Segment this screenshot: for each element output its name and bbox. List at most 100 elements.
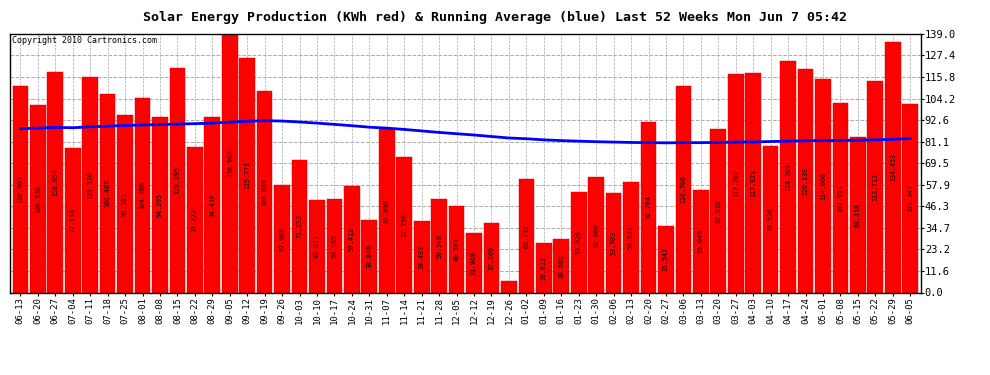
Bar	[448, 206, 464, 292]
Bar	[815, 79, 831, 292]
Text: 113.712: 113.712	[872, 172, 878, 201]
Bar	[902, 104, 918, 292]
Bar	[624, 182, 639, 292]
Bar	[571, 192, 586, 292]
Text: 46.501: 46.501	[453, 237, 459, 261]
Bar	[222, 34, 238, 292]
Text: 117.202: 117.202	[733, 170, 739, 197]
Bar	[13, 86, 29, 292]
Text: 53.703: 53.703	[611, 231, 617, 255]
Bar	[30, 105, 46, 292]
Text: 77.538: 77.538	[69, 209, 75, 232]
Text: 91.764: 91.764	[645, 195, 651, 219]
Bar	[833, 104, 848, 292]
Text: 124.205: 124.205	[785, 163, 791, 191]
Text: 59.522: 59.522	[628, 225, 634, 249]
Text: 94.205: 94.205	[157, 193, 163, 217]
Text: 134.453: 134.453	[890, 153, 896, 182]
Bar	[187, 147, 203, 292]
Text: 120.395: 120.395	[174, 166, 180, 195]
Bar	[588, 177, 604, 292]
Bar	[501, 281, 517, 292]
Bar	[48, 72, 63, 292]
Text: 114.600: 114.600	[820, 172, 826, 200]
Text: 106.407: 106.407	[105, 180, 111, 207]
Bar	[711, 129, 726, 292]
Bar	[169, 68, 185, 292]
Bar	[256, 91, 272, 292]
Bar	[780, 61, 796, 292]
Bar	[693, 190, 709, 292]
Text: 71.253: 71.253	[297, 214, 303, 238]
Bar	[728, 74, 743, 292]
Text: 72.758: 72.758	[401, 213, 407, 237]
Bar	[100, 94, 116, 292]
Text: 57.985: 57.985	[279, 226, 285, 251]
Text: 115.510: 115.510	[87, 171, 93, 199]
Bar	[274, 184, 290, 292]
Text: 118.654: 118.654	[52, 168, 58, 196]
Bar	[675, 86, 691, 292]
Text: 49.811: 49.811	[314, 234, 320, 258]
Text: 110.903: 110.903	[18, 175, 24, 203]
Bar	[152, 117, 168, 292]
Text: 38.846: 38.846	[366, 244, 372, 268]
Bar	[396, 157, 412, 292]
Text: 101.551: 101.551	[838, 184, 843, 212]
Bar	[379, 129, 395, 292]
Bar	[536, 243, 551, 292]
Bar	[641, 122, 656, 292]
Bar	[867, 81, 883, 292]
Text: 78.222: 78.222	[192, 208, 198, 232]
Text: 87.890: 87.890	[384, 199, 390, 223]
Bar	[240, 58, 255, 292]
Text: Solar Energy Production (KWh red) & Running Average (blue) Last 52 Weeks Mon Jun: Solar Energy Production (KWh red) & Runn…	[143, 11, 847, 24]
Text: 104.266: 104.266	[140, 182, 146, 210]
Bar	[519, 180, 535, 292]
Bar	[292, 160, 307, 292]
Text: 94.416: 94.416	[209, 193, 215, 217]
Bar	[606, 192, 622, 292]
Text: Copyright 2010 Cartronics.com: Copyright 2010 Cartronics.com	[12, 36, 156, 45]
Text: 78.526: 78.526	[767, 207, 773, 231]
Bar	[205, 117, 220, 292]
Text: 110.706: 110.706	[680, 176, 686, 204]
Bar	[345, 186, 359, 292]
Bar	[484, 223, 499, 292]
Text: 38.493: 38.493	[419, 244, 425, 268]
Text: 138.963: 138.963	[227, 149, 233, 177]
Text: 55.049: 55.049	[698, 229, 704, 253]
Text: 125.771: 125.771	[245, 162, 250, 189]
Text: 87.910: 87.910	[716, 199, 722, 223]
Bar	[798, 69, 814, 292]
Bar	[850, 137, 865, 292]
Bar	[745, 73, 761, 292]
Text: 50.340: 50.340	[437, 234, 443, 258]
Bar	[553, 239, 569, 292]
Text: 60.732: 60.732	[524, 224, 530, 248]
Bar	[309, 200, 325, 292]
Text: 37.269: 37.269	[488, 246, 494, 270]
Bar	[82, 78, 98, 292]
Bar	[466, 233, 482, 292]
Text: 26.813: 26.813	[541, 255, 546, 279]
Bar	[658, 226, 674, 292]
Bar	[414, 221, 430, 292]
Text: 31.969: 31.969	[471, 251, 477, 275]
Bar	[432, 199, 446, 292]
Text: 120.139: 120.139	[803, 166, 809, 195]
Bar	[885, 42, 901, 292]
Bar	[117, 115, 133, 292]
Bar	[361, 220, 377, 292]
Text: 108.080: 108.080	[261, 178, 267, 206]
Bar	[65, 148, 80, 292]
Bar	[327, 199, 343, 292]
Text: 100.530: 100.530	[35, 185, 41, 213]
Text: 50.165: 50.165	[332, 234, 338, 258]
Text: 57.412: 57.412	[348, 227, 354, 251]
Bar	[135, 98, 150, 292]
Text: 117.921: 117.921	[750, 169, 756, 197]
Text: 62.080: 62.080	[593, 223, 599, 247]
Text: 101.347: 101.347	[907, 184, 913, 212]
Bar	[762, 146, 778, 292]
